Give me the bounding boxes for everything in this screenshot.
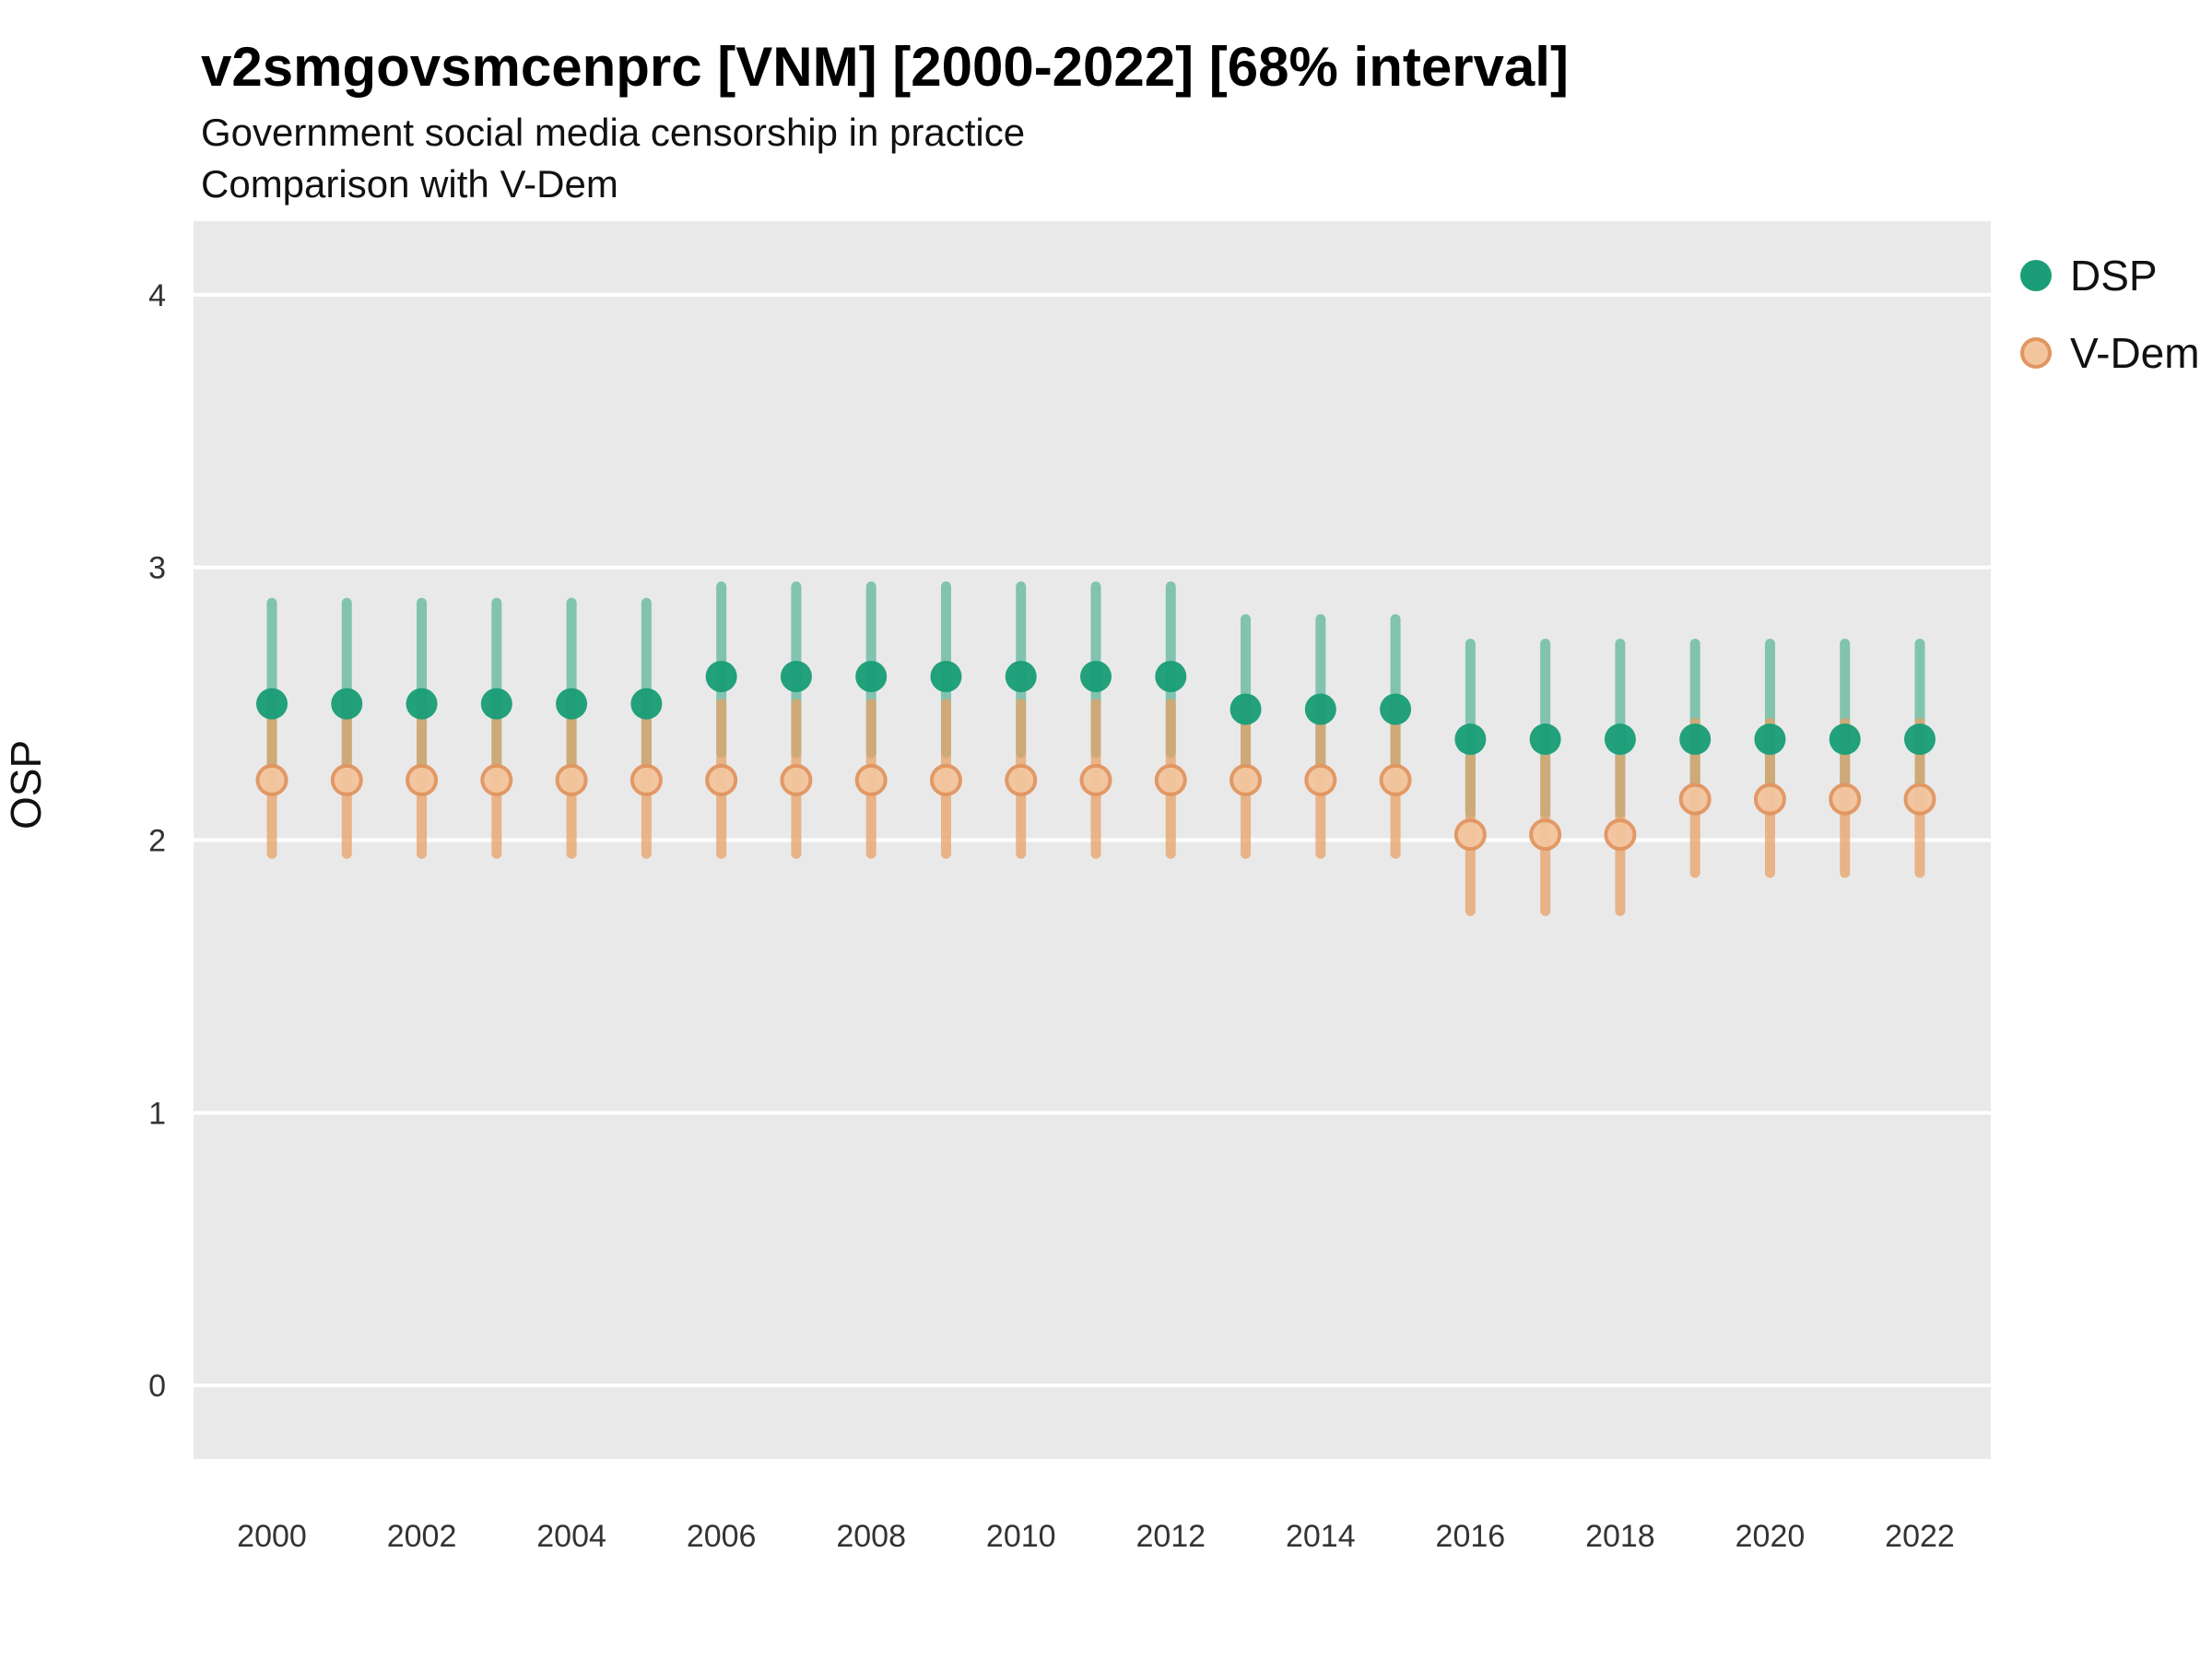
legend-item-dsp: DSP <box>2020 251 2200 300</box>
legend-label-dsp: DSP <box>2070 252 2158 300</box>
dsp-point <box>1529 724 1561 756</box>
x-tick-label: 2002 <box>387 1519 457 1554</box>
dsp-point <box>256 688 288 720</box>
vdem-point <box>780 763 813 796</box>
legend-label-vdem: V-Dem <box>2070 329 2200 377</box>
x-tick-label: 2016 <box>1436 1519 1506 1554</box>
y-tick-label: 3 <box>148 551 166 586</box>
dsp-point <box>331 688 363 720</box>
vdem-point <box>1230 763 1263 796</box>
vdem-point <box>555 763 588 796</box>
vdem-point <box>929 763 962 796</box>
y-tick-label: 0 <box>148 1369 166 1404</box>
dsp-legend-dot-icon <box>2020 260 2052 291</box>
vdem-point <box>1379 763 1412 796</box>
vdem-point <box>1903 782 1936 816</box>
y-tick-label: 4 <box>148 278 166 313</box>
x-tick-label: 2000 <box>237 1519 307 1554</box>
chart-subtitle: Government social media censorship in pr… <box>201 111 1026 154</box>
dsp-point <box>780 661 812 693</box>
vdem-point <box>480 763 513 796</box>
dsp-point <box>1230 693 1262 725</box>
x-tick-label: 2008 <box>836 1519 906 1554</box>
dsp-point <box>480 688 512 720</box>
dsp-point <box>1754 724 1786 756</box>
vdem-point <box>406 763 439 796</box>
x-tick-label: 2022 <box>1885 1519 1955 1554</box>
x-tick-label: 2006 <box>687 1519 757 1554</box>
dsp-point <box>1380 693 1412 725</box>
x-tick-label: 2018 <box>1585 1519 1655 1554</box>
vdem-point <box>1304 763 1337 796</box>
vdem-point <box>255 763 288 796</box>
dsp-point <box>1454 724 1487 756</box>
dsp-point <box>406 688 438 720</box>
vdem-point <box>1154 763 1187 796</box>
dsp-point <box>855 661 888 693</box>
x-tick-label: 2020 <box>1735 1519 1806 1554</box>
vdem-point <box>1829 782 1862 816</box>
dsp-point <box>630 688 663 720</box>
vdem-point <box>1453 818 1487 852</box>
dsp-point <box>1155 661 1187 693</box>
vdem-point <box>330 763 363 796</box>
dsp-point <box>1304 693 1336 725</box>
dsp-point <box>1679 724 1712 756</box>
vdem-point <box>1079 763 1112 796</box>
chart-subtitle-comparison: Comparison with V-Dem <box>201 162 618 206</box>
dsp-point <box>556 688 588 720</box>
vdem-point <box>1529 818 1562 852</box>
chart-title: v2smgovsmcenprc [VNM] [2000-2022] [68% i… <box>201 36 1569 98</box>
x-tick-label: 2004 <box>536 1519 606 1554</box>
vdem-point <box>1604 818 1637 852</box>
x-tick-label: 2010 <box>986 1519 1056 1554</box>
vdem-point <box>629 763 663 796</box>
vdem-legend-dot-icon <box>2020 337 2052 369</box>
legend-item-vdem: V-Dem <box>2020 328 2200 378</box>
dsp-point <box>1904 724 1936 756</box>
vdem-point <box>1005 763 1038 796</box>
vdem-point <box>1678 782 1712 816</box>
dsp-point <box>1080 661 1112 693</box>
dsp-point <box>1005 661 1037 693</box>
dsp-point <box>1604 724 1636 756</box>
x-tick-label: 2012 <box>1135 1519 1206 1554</box>
legend: DSP V-Dem <box>2020 251 2200 378</box>
vdem-point <box>705 763 738 796</box>
y-tick-label: 1 <box>148 1096 166 1131</box>
vdem-point <box>1753 782 1786 816</box>
dsp-point <box>705 661 737 693</box>
y-tick-label: 2 <box>148 824 166 859</box>
dsp-point <box>930 661 962 693</box>
vdem-point <box>854 763 888 796</box>
dsp-point <box>1829 724 1861 756</box>
x-tick-label: 2014 <box>1286 1519 1356 1554</box>
